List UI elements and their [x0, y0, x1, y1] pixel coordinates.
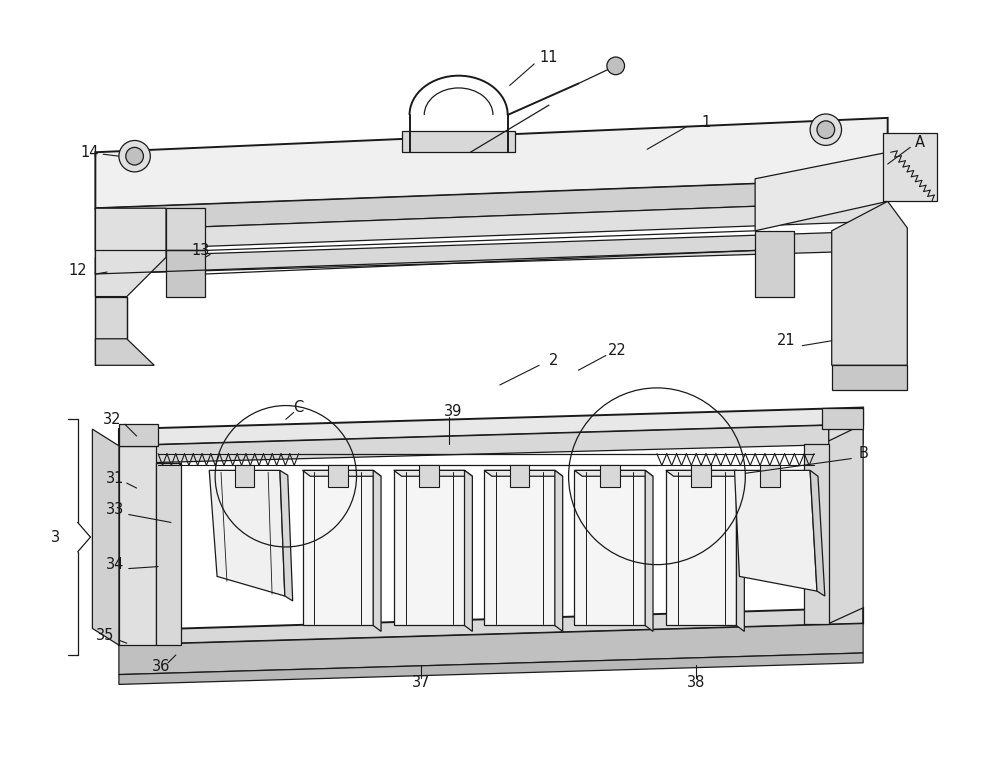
Polygon shape — [829, 407, 863, 441]
Polygon shape — [210, 471, 284, 596]
Text: 1: 1 — [702, 115, 710, 131]
Text: 37: 37 — [412, 675, 431, 690]
Text: 12: 12 — [68, 263, 87, 277]
Circle shape — [126, 147, 144, 165]
Text: 3: 3 — [50, 529, 60, 545]
Bar — [883, 133, 937, 202]
Text: 31: 31 — [106, 471, 124, 486]
Bar — [760, 465, 779, 487]
Polygon shape — [166, 209, 206, 251]
Polygon shape — [831, 365, 907, 390]
Polygon shape — [373, 471, 381, 631]
Polygon shape — [666, 471, 744, 476]
Polygon shape — [736, 471, 744, 631]
Bar — [822, 407, 863, 429]
Text: B: B — [858, 446, 868, 461]
Polygon shape — [119, 623, 863, 675]
Bar — [119, 424, 158, 446]
Polygon shape — [95, 209, 166, 296]
Text: 14: 14 — [81, 144, 98, 160]
Polygon shape — [464, 471, 472, 631]
Polygon shape — [804, 444, 829, 623]
Polygon shape — [95, 231, 888, 274]
Polygon shape — [156, 464, 181, 645]
Text: 39: 39 — [444, 404, 461, 419]
Polygon shape — [302, 471, 373, 626]
Circle shape — [607, 57, 625, 75]
Polygon shape — [831, 202, 907, 365]
Polygon shape — [302, 471, 381, 476]
Polygon shape — [555, 471, 563, 631]
Polygon shape — [92, 429, 119, 645]
Polygon shape — [810, 471, 825, 596]
Polygon shape — [95, 118, 888, 209]
Bar — [692, 465, 711, 487]
Circle shape — [810, 114, 841, 145]
Text: 2: 2 — [549, 353, 559, 368]
Polygon shape — [666, 471, 736, 626]
Polygon shape — [829, 407, 863, 623]
Bar — [510, 465, 529, 487]
Circle shape — [817, 121, 834, 138]
Polygon shape — [119, 446, 156, 645]
Text: 38: 38 — [687, 675, 706, 690]
Polygon shape — [166, 251, 206, 296]
Text: 11: 11 — [539, 50, 558, 66]
Polygon shape — [95, 202, 888, 251]
Polygon shape — [646, 471, 653, 631]
Polygon shape — [394, 471, 464, 626]
Bar — [235, 465, 255, 487]
Polygon shape — [484, 471, 555, 626]
Polygon shape — [119, 407, 863, 446]
Bar — [600, 465, 620, 487]
Polygon shape — [279, 471, 292, 601]
Text: 22: 22 — [608, 343, 627, 358]
Bar — [328, 465, 347, 487]
Polygon shape — [119, 653, 863, 685]
Polygon shape — [575, 471, 646, 626]
Bar — [401, 131, 515, 152]
Bar — [419, 465, 439, 487]
Polygon shape — [119, 424, 863, 464]
Circle shape — [119, 141, 151, 172]
Polygon shape — [755, 152, 907, 231]
Polygon shape — [95, 338, 154, 365]
Text: 34: 34 — [106, 557, 124, 572]
Polygon shape — [95, 179, 888, 231]
Polygon shape — [575, 471, 653, 476]
Text: C: C — [293, 400, 304, 415]
Polygon shape — [734, 471, 817, 591]
Polygon shape — [394, 471, 472, 476]
Text: 36: 36 — [152, 659, 170, 674]
Text: 32: 32 — [102, 412, 121, 427]
Text: A: A — [915, 135, 925, 150]
Polygon shape — [119, 608, 863, 645]
Text: 35: 35 — [96, 628, 114, 643]
Text: 33: 33 — [106, 502, 124, 517]
Polygon shape — [95, 296, 127, 338]
Text: 13: 13 — [191, 243, 210, 258]
Polygon shape — [755, 231, 794, 296]
Text: 21: 21 — [777, 333, 796, 348]
Polygon shape — [484, 471, 563, 476]
